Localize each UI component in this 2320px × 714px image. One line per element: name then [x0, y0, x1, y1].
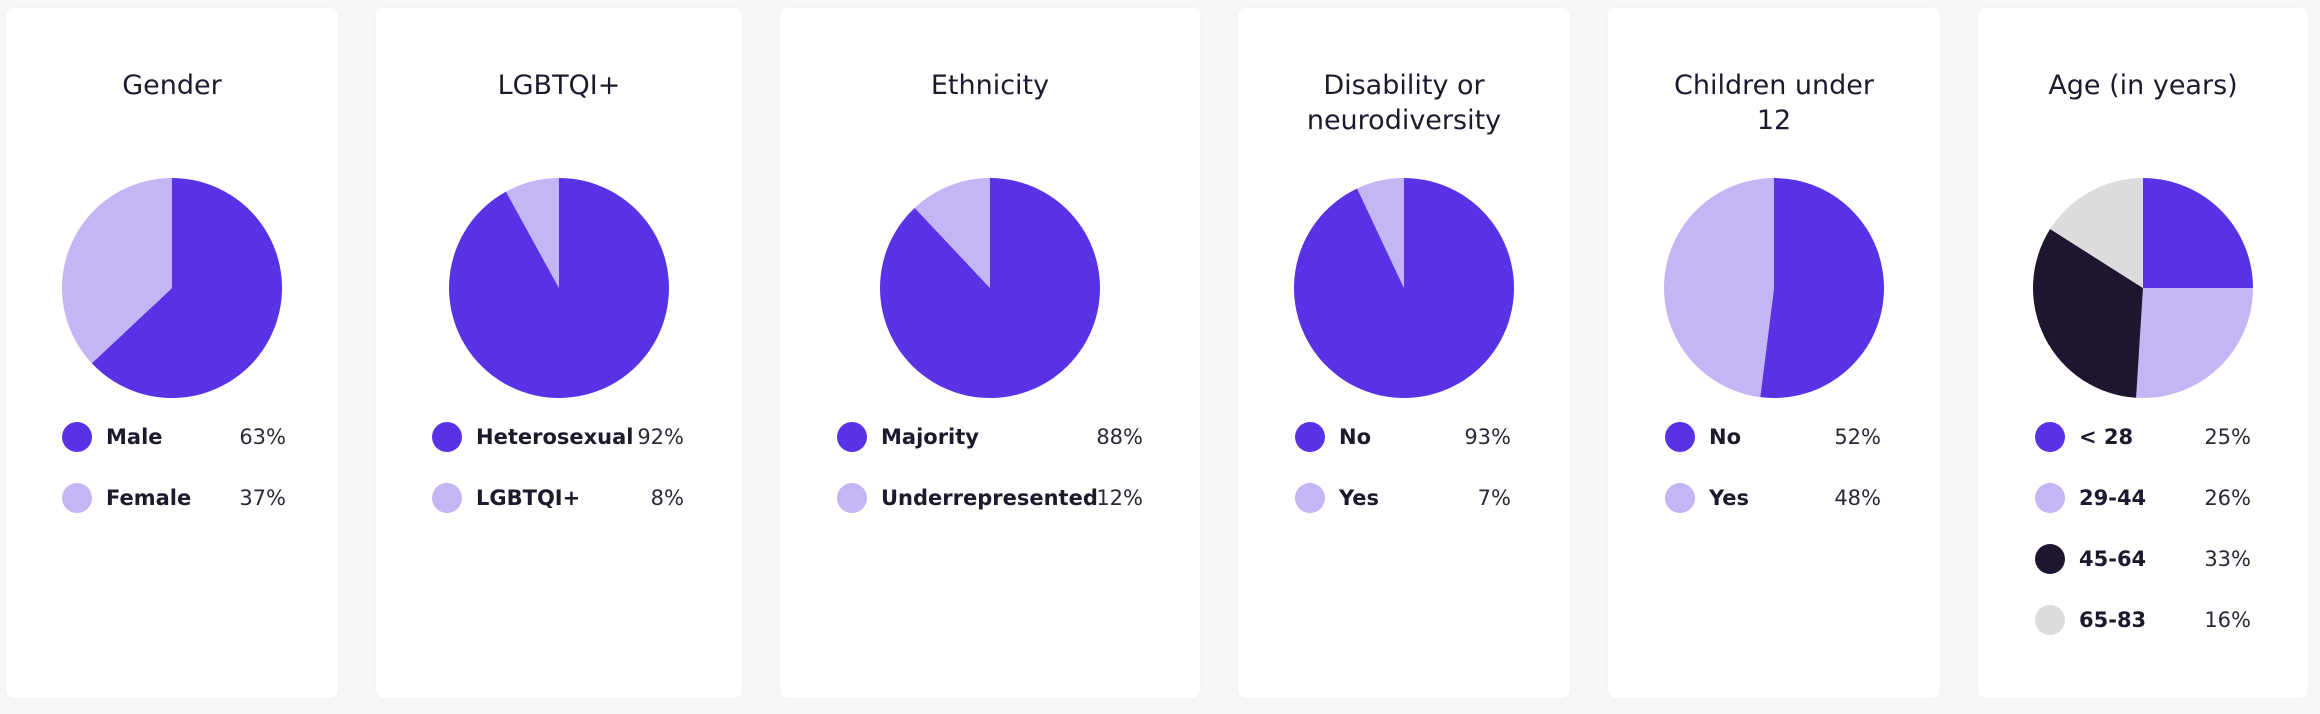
legend-value: 33% [2204, 547, 2251, 571]
children-pie [1664, 178, 1884, 398]
chart-title: Ethnicity [780, 68, 1200, 148]
legend-item: LGBTQI+ 8% [432, 483, 684, 544]
lgbtqi-legend: Heterosexual 92% LGBTQI+ 8% [432, 422, 684, 544]
legend-item: Female 37% [62, 483, 286, 544]
chart-title-text: Children under 12 [1674, 70, 1874, 136]
legend-value: 7% [1477, 486, 1511, 510]
legend-label: Female [106, 486, 192, 510]
legend-item: Male 63% [62, 422, 286, 483]
legend-label: Yes [1339, 486, 1380, 510]
pie-slice [1664, 178, 1774, 398]
pie-slice [2143, 178, 2253, 288]
legend-value: 25% [2204, 425, 2251, 449]
legend-swatch [1665, 483, 1695, 513]
legend-item: Heterosexual 92% [432, 422, 684, 483]
legend-value: 16% [2204, 608, 2251, 632]
pie-slice [2136, 288, 2253, 398]
legend-label: Majority [881, 425, 979, 449]
legend-item: Underrepresented 12% [837, 483, 1143, 544]
lgbtqi-pie [449, 178, 669, 398]
disability-legend: No 93% Yes 7% [1295, 422, 1511, 544]
legend-label: Underrepresented [881, 486, 1098, 510]
legend-swatch [432, 483, 462, 513]
legend-value: 88% [1096, 425, 1143, 449]
ethnicity-card: Ethnicity Majority 88% Underrepresented … [780, 8, 1200, 698]
legend-value: 8% [650, 486, 684, 510]
legend-swatch [432, 422, 462, 452]
gender-pie [62, 178, 282, 398]
legend-label: 65-83 [2079, 608, 2147, 632]
legend-swatch [1295, 422, 1325, 452]
children-card: Children under 12 No 52% Yes 48% [1608, 8, 1940, 698]
chart-title: Gender [6, 68, 338, 148]
chart-title-text: Gender [122, 70, 222, 101]
pie-slice [62, 178, 172, 364]
legend-value: 37% [239, 486, 286, 510]
chart-title: Age (in years) [1978, 68, 2308, 148]
legend-item: No 93% [1295, 422, 1511, 483]
legend-item: No 52% [1665, 422, 1881, 483]
legend-label: No [1339, 425, 1372, 449]
legend-swatch [2035, 605, 2065, 635]
age-pie [2033, 178, 2253, 398]
legend-item: 65-83 16% [2035, 605, 2251, 666]
legend-label: 29-44 [2079, 486, 2147, 510]
pie-slice [1760, 178, 1884, 398]
legend-swatch [837, 422, 867, 452]
legend-label: Yes [1709, 486, 1750, 510]
legend-swatch [62, 483, 92, 513]
pie-slice [506, 178, 559, 288]
chart-title: Disability or neurodiversity [1238, 68, 1570, 148]
legend-label: < 28 [2079, 425, 2134, 449]
chart-title-text: Disability or neurodiversity [1306, 70, 1502, 136]
legend-label: Heterosexual [476, 425, 634, 449]
age-card: Age (in years) < 28 25% 29-44 26% 45-64 … [1978, 8, 2308, 698]
legend-label: Male [106, 425, 163, 449]
age-legend: < 28 25% 29-44 26% 45-64 33% 65-83 16% [2035, 422, 2251, 666]
legend-swatch [837, 483, 867, 513]
legend-item: Yes 7% [1295, 483, 1511, 544]
legend-value: 52% [1834, 425, 1881, 449]
legend-item: Yes 48% [1665, 483, 1881, 544]
legend-label: 45-64 [2079, 547, 2147, 571]
legend-value: 48% [1834, 486, 1881, 510]
legend-value: 93% [1464, 425, 1511, 449]
pie-slice [2033, 229, 2143, 398]
chart-title-text: Age (in years) [2048, 70, 2238, 101]
chart-title-text: LGBTQI+ [497, 70, 621, 101]
chart-title-text: Ethnicity [930, 70, 1050, 101]
gender-card: Gender Male 63% Female 37% [6, 8, 338, 698]
gender-legend: Male 63% Female 37% [62, 422, 286, 544]
pie-slice [91, 178, 282, 398]
ethnicity-legend: Majority 88% Underrepresented 12% [837, 422, 1143, 544]
chart-title: LGBTQI+ [376, 68, 742, 148]
disability-card: Disability or neurodiversity No 93% Yes … [1238, 8, 1570, 698]
legend-label: LGBTQI+ [476, 486, 581, 510]
legend-value: 63% [239, 425, 286, 449]
pie-slice [914, 178, 990, 288]
legend-item: 29-44 26% [2035, 483, 2251, 544]
legend-label: No [1709, 425, 1742, 449]
lgbtqi-card: LGBTQI+ Heterosexual 92% LGBTQI+ 8% [376, 8, 742, 698]
legend-value: 92% [637, 425, 684, 449]
pie-slice [1357, 178, 1404, 288]
legend-swatch [2035, 544, 2065, 574]
legend-value: 12% [1096, 486, 1143, 510]
legend-swatch [62, 422, 92, 452]
ethnicity-pie [880, 178, 1100, 398]
chart-title: Children under 12 [1608, 68, 1940, 148]
legend-item: < 28 25% [2035, 422, 2251, 483]
legend-item: 45-64 33% [2035, 544, 2251, 605]
legend-swatch [1295, 483, 1325, 513]
legend-value: 26% [2204, 486, 2251, 510]
legend-item: Majority 88% [837, 422, 1143, 483]
legend-swatch [2035, 422, 2065, 452]
children-legend: No 52% Yes 48% [1665, 422, 1881, 544]
legend-swatch [1665, 422, 1695, 452]
pie-slice [2050, 178, 2143, 288]
legend-swatch [2035, 483, 2065, 513]
disability-pie [1294, 178, 1514, 398]
